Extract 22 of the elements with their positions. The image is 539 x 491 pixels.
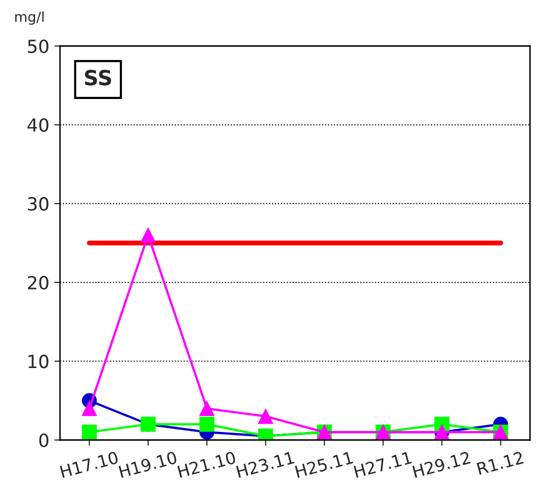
point: [82, 424, 97, 440]
x-tick-label: H27.11: [354, 451, 412, 478]
x-tick-label: H19.10: [118, 450, 178, 478]
y-tick-label: 0: [39, 433, 48, 448]
point: [199, 416, 214, 432]
annotation: SS: [84, 70, 112, 86]
y-axis-title: mg/l: [15, 11, 44, 25]
x-tick-label: H29.12: [412, 451, 471, 478]
x-tick-label: H25.11: [294, 451, 354, 478]
y-tick-label: 40: [27, 118, 48, 132]
x-tick-label: H21.10: [177, 450, 236, 478]
y-tick-label: 50: [28, 39, 48, 54]
y-tick-label: 20: [28, 276, 48, 290]
x-tick-label: H17.10: [60, 450, 119, 478]
point: [82, 401, 97, 416]
y-tick-label: 30: [28, 197, 48, 211]
x-tick-label: R1.12: [476, 451, 524, 475]
x-tick-label: H23.11: [236, 451, 294, 478]
point: [258, 408, 274, 424]
point: [199, 401, 214, 416]
y-tick-label: 10: [28, 354, 48, 368]
point: [140, 228, 156, 243]
